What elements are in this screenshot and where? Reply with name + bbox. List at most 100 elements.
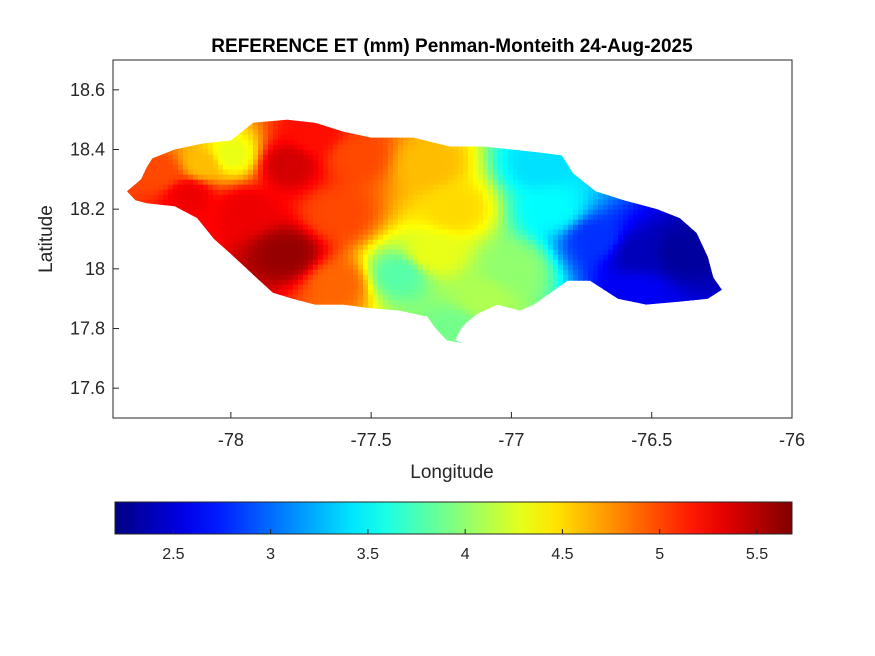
field-cell bbox=[413, 169, 419, 176]
field-cell bbox=[198, 149, 204, 156]
field-cell bbox=[213, 229, 219, 236]
field-cell bbox=[293, 224, 299, 231]
field-cell bbox=[548, 179, 554, 186]
field-cell bbox=[573, 199, 579, 206]
field-cell bbox=[303, 229, 309, 236]
field-cell bbox=[453, 244, 459, 251]
field-cell bbox=[398, 244, 404, 251]
field-cell bbox=[328, 134, 334, 141]
field-cell bbox=[538, 209, 544, 216]
field-cell bbox=[363, 164, 369, 171]
field-cell bbox=[568, 189, 574, 196]
field-cell bbox=[358, 159, 364, 166]
field-cell bbox=[523, 279, 529, 286]
field-cell bbox=[358, 189, 364, 196]
field-cell bbox=[238, 164, 244, 171]
field-cell bbox=[148, 179, 154, 186]
field-cell bbox=[518, 259, 524, 266]
field-cell bbox=[473, 254, 479, 261]
field-cell bbox=[343, 184, 349, 191]
field-cell bbox=[448, 174, 454, 181]
field-cell bbox=[583, 199, 589, 206]
field-cell bbox=[348, 184, 354, 191]
field-cell bbox=[478, 299, 484, 306]
field-cell bbox=[523, 204, 529, 211]
field-cell bbox=[498, 279, 504, 286]
field-cell bbox=[373, 144, 379, 151]
field-cell bbox=[548, 279, 554, 286]
field-cell bbox=[578, 184, 584, 191]
field-cell bbox=[478, 169, 484, 176]
field-cell bbox=[443, 284, 449, 291]
field-cell bbox=[383, 199, 389, 206]
field-cell bbox=[173, 164, 179, 171]
field-cell bbox=[503, 254, 509, 261]
field-cell bbox=[463, 209, 469, 216]
field-cell bbox=[358, 184, 364, 191]
field-cell bbox=[253, 154, 259, 161]
field-cell bbox=[253, 269, 259, 276]
field-cell bbox=[343, 159, 349, 166]
field-cell bbox=[533, 299, 539, 306]
field-cell bbox=[353, 154, 359, 161]
field-cell bbox=[413, 229, 419, 236]
field-cell bbox=[403, 204, 409, 211]
field-cell bbox=[548, 204, 554, 211]
field-cell bbox=[373, 139, 379, 146]
field-cell bbox=[388, 159, 394, 166]
field-cell bbox=[408, 204, 414, 211]
field-cell bbox=[268, 169, 274, 176]
field-cell bbox=[253, 259, 259, 266]
field-cell bbox=[258, 249, 264, 256]
field-cell bbox=[323, 214, 329, 221]
field-cell bbox=[533, 254, 539, 261]
field-cell bbox=[283, 264, 289, 271]
field-cell bbox=[458, 169, 464, 176]
field-cell bbox=[488, 189, 494, 196]
field-cell bbox=[593, 274, 599, 281]
field-cell bbox=[243, 129, 249, 136]
field-cell bbox=[358, 289, 364, 296]
field-cell bbox=[338, 189, 344, 196]
field-cell bbox=[388, 209, 394, 216]
field-cell bbox=[328, 214, 334, 221]
field-cell bbox=[353, 209, 359, 216]
field-cell bbox=[538, 289, 544, 296]
field-cell bbox=[343, 179, 349, 186]
field-cell bbox=[463, 144, 469, 151]
field-cell bbox=[293, 154, 299, 161]
field-cell bbox=[448, 154, 454, 161]
field-cell bbox=[428, 194, 434, 201]
field-cell bbox=[293, 144, 299, 151]
field-cell bbox=[298, 234, 304, 241]
field-cell bbox=[418, 249, 424, 256]
field-cell bbox=[328, 169, 334, 176]
field-cell bbox=[333, 169, 339, 176]
field-cell bbox=[408, 309, 414, 316]
field-cell bbox=[373, 169, 379, 176]
field-cell bbox=[518, 279, 524, 286]
field-cell bbox=[263, 169, 269, 176]
field-cell bbox=[513, 264, 519, 271]
field-cell bbox=[273, 179, 279, 186]
field-cell bbox=[518, 224, 524, 231]
field-cell bbox=[458, 309, 464, 316]
field-cell bbox=[268, 224, 274, 231]
field-cell bbox=[278, 154, 284, 161]
field-cell bbox=[263, 279, 269, 286]
field-cell bbox=[358, 154, 364, 161]
field-cell bbox=[148, 194, 154, 201]
field-cell bbox=[293, 139, 299, 146]
field-cell bbox=[518, 229, 524, 236]
field-cell bbox=[353, 179, 359, 186]
field-cell bbox=[588, 239, 594, 246]
field-cell bbox=[463, 304, 469, 311]
field-cell bbox=[438, 269, 444, 276]
field-cell bbox=[308, 214, 314, 221]
field-cell bbox=[363, 224, 369, 231]
field-cell bbox=[238, 224, 244, 231]
field-cell bbox=[463, 224, 469, 231]
field-cell bbox=[343, 154, 349, 161]
field-cell bbox=[498, 234, 504, 241]
field-cell bbox=[538, 184, 544, 191]
